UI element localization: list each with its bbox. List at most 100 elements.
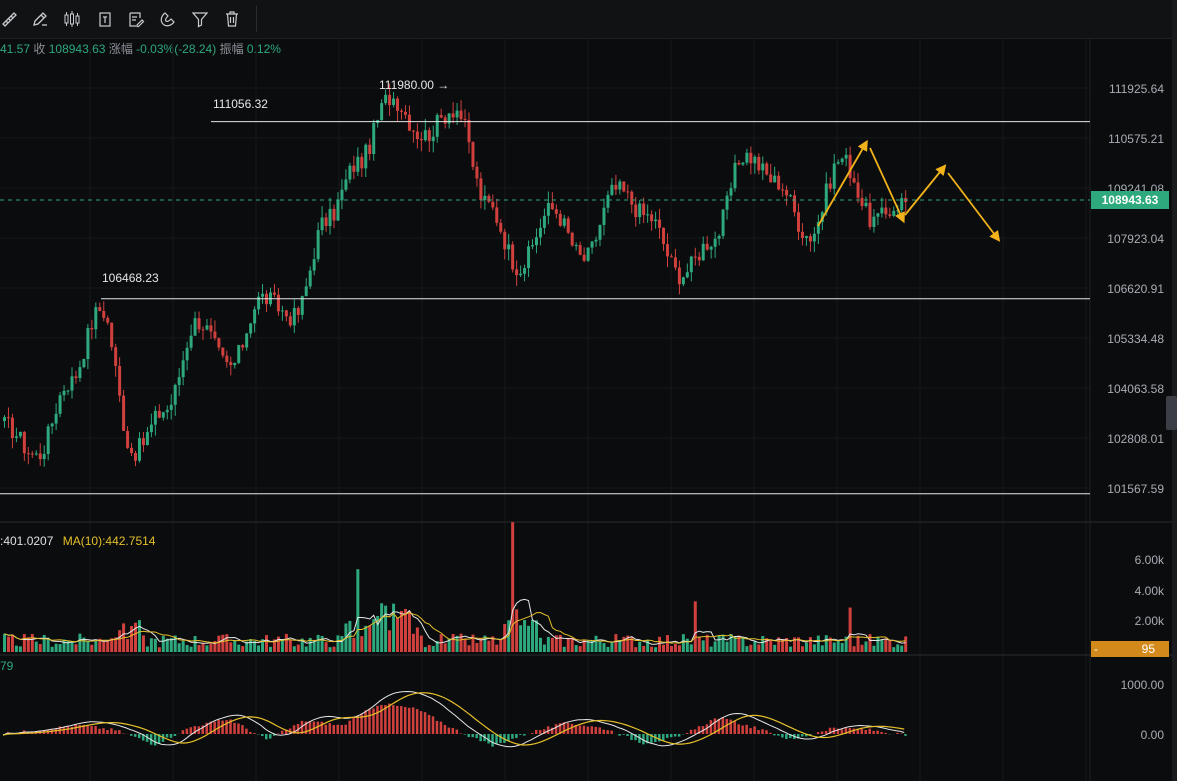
volume-bar — [340, 636, 344, 652]
volume-bar — [169, 638, 173, 652]
candle-body — [789, 195, 793, 197]
candle-body — [471, 142, 475, 167]
candle-body — [185, 347, 189, 361]
candle-body — [701, 243, 705, 261]
candle-body — [455, 110, 459, 118]
candle-body — [534, 237, 538, 246]
macd-bar — [729, 719, 733, 734]
candle-body — [427, 130, 431, 142]
candle-body — [348, 165, 352, 180]
macd-bar — [348, 720, 351, 734]
volume-bar — [634, 647, 638, 652]
candle-body — [638, 203, 642, 218]
candle-body — [713, 238, 717, 247]
volume-bar — [332, 646, 336, 652]
candle-body — [189, 335, 193, 348]
candle-body — [634, 204, 638, 218]
macd-bar — [515, 734, 518, 739]
macd-bar — [844, 727, 848, 734]
candle-body — [316, 230, 320, 260]
note-icon[interactable] — [127, 10, 147, 30]
volume-bar — [523, 619, 527, 652]
volume-bar — [531, 619, 535, 652]
macd-bar — [725, 718, 729, 734]
volume-group — [3, 522, 908, 652]
macd-bar — [697, 726, 701, 734]
volume-bar — [284, 633, 288, 652]
magnet-icon[interactable] — [159, 10, 179, 30]
volume-bar — [213, 641, 217, 652]
volume-bar — [741, 637, 745, 652]
volume-bar — [66, 640, 70, 652]
macd-bar — [721, 717, 725, 734]
macd-bar — [82, 724, 85, 734]
filter-icon[interactable] — [191, 10, 211, 30]
volume-ma10-line — [4, 611, 906, 644]
candle-body — [662, 227, 666, 245]
candle-body — [157, 410, 161, 418]
macd-bar — [638, 734, 641, 743]
macd-bar — [400, 706, 403, 734]
macd-bar — [717, 718, 721, 734]
macd-axis-label: 1000.00 — [1120, 678, 1164, 692]
macd-bar — [828, 727, 832, 734]
volume-bar — [840, 643, 844, 652]
volume-bar — [626, 635, 630, 652]
macd-bar — [435, 720, 439, 734]
candle-body — [229, 362, 233, 366]
volume-bar — [50, 646, 54, 652]
volume-bar — [209, 643, 213, 652]
candle-body — [233, 362, 237, 366]
macd-bar — [669, 734, 673, 738]
volume-bar — [451, 633, 455, 652]
candle-body — [586, 247, 590, 261]
macd-bar — [769, 732, 772, 734]
macd-bar — [534, 729, 538, 734]
volume-bar — [78, 633, 82, 652]
macd-bar — [673, 734, 677, 737]
volume-bar — [189, 646, 193, 652]
candle-body — [245, 333, 249, 348]
volume-bar — [90, 644, 94, 652]
candle-body — [296, 307, 300, 315]
volume-bar — [312, 641, 316, 652]
macd-bar — [70, 726, 73, 734]
macd-bar — [360, 713, 363, 734]
text-icon[interactable] — [96, 10, 116, 30]
price-annotation: 106468.23 — [102, 271, 159, 285]
candle-body — [392, 98, 396, 106]
volume-bar — [320, 635, 324, 652]
volume-bar — [550, 637, 554, 652]
macd-bar — [209, 721, 212, 734]
candle-body — [800, 231, 804, 238]
macd-bar — [463, 734, 467, 735]
macd-bar — [864, 729, 867, 734]
volume-bar — [876, 636, 880, 652]
candle-body — [531, 245, 535, 247]
macd-bar — [304, 721, 308, 734]
volume-bar — [598, 641, 602, 652]
candle-body — [193, 318, 197, 336]
candle-body — [816, 221, 820, 234]
candle-body — [745, 152, 749, 163]
macd-bar — [737, 724, 740, 734]
macd-bar — [241, 725, 244, 734]
macd-bar — [523, 734, 526, 736]
macd-bar — [749, 728, 752, 734]
scrollbar-handle[interactable] — [1166, 396, 1177, 430]
toolbar-separator — [256, 6, 257, 32]
volume-bar — [570, 637, 574, 652]
macd-bar — [789, 734, 792, 739]
trash-icon[interactable] — [223, 10, 243, 30]
volume-bar — [272, 639, 276, 652]
vertical-scrollbar[interactable] — [1172, 0, 1177, 781]
candles-icon[interactable] — [63, 10, 83, 30]
candle-body — [42, 454, 46, 460]
pen-icon[interactable] — [31, 10, 51, 30]
volume-bar — [733, 636, 737, 652]
macd-bar — [765, 730, 768, 734]
macd-bar — [340, 724, 343, 734]
candle-body — [122, 395, 126, 431]
ruler-icon[interactable] — [0, 10, 20, 30]
